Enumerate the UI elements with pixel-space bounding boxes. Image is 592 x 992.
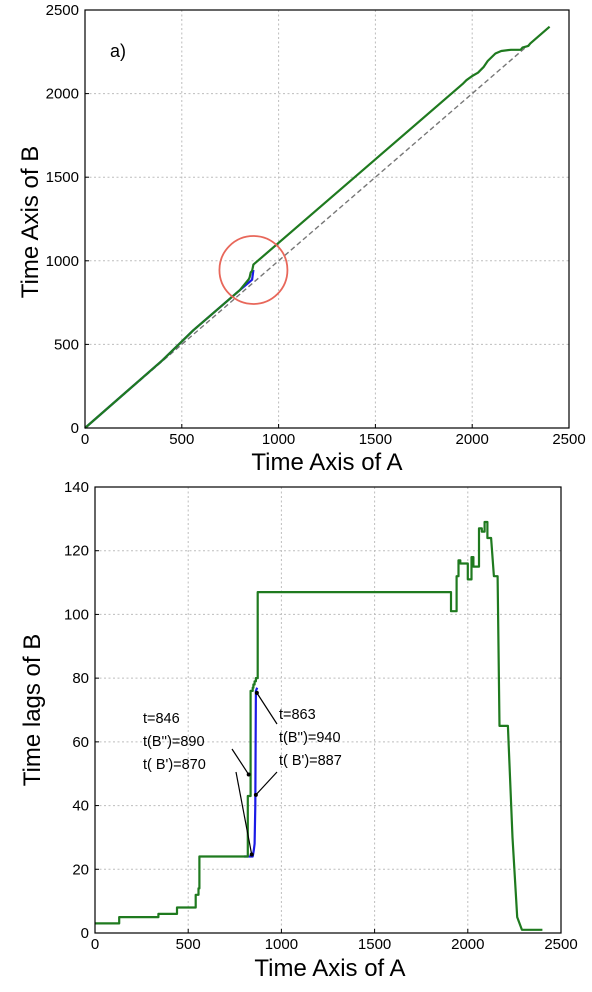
x-tick-label: 2000 — [456, 431, 489, 448]
highlight-circle — [218, 235, 289, 305]
bottom-x-axis-title: Time Axis of A — [254, 955, 405, 982]
annotation-arrow — [256, 692, 278, 725]
green-series-line — [84, 25, 551, 429]
y-tick-label: 0 — [81, 925, 89, 942]
top-panel-label: a) — [110, 41, 126, 61]
diagonal-series-line — [84, 26, 551, 429]
annotation-line: t(B'')=940 — [279, 730, 341, 746]
x-tick-label: 2500 — [552, 431, 585, 448]
top-tick-labels: 0 500 1000 1500 2000 2500 0 500 1000 1500 2000 2500 — [46, 2, 586, 448]
y-tick-label: 80 — [72, 670, 89, 687]
bottom-annotations: t=846 t(B'')=890 t( B')=870 t=863 t(B'')=940… — [143, 690, 342, 857]
top-gridlines — [85, 10, 569, 428]
top-series-group — [84, 25, 551, 429]
y-tick-label: 60 — [72, 734, 89, 751]
x-tick-label: 2000 — [451, 936, 484, 953]
annotation-line: t=863 — [279, 707, 316, 723]
annotation-arrowhead — [253, 792, 258, 797]
y-tick-label: 1500 — [46, 169, 79, 186]
y-tick-label: 20 — [72, 861, 89, 878]
annotation-arrow — [235, 771, 253, 855]
green-series-line — [95, 520, 543, 931]
y-tick-label: 120 — [64, 543, 89, 560]
x-tick-label: 1000 — [262, 431, 295, 448]
annotation-arrowhead — [254, 690, 259, 695]
bottom-panel: 0 500 1000 1500 2000 2500 0 20 40 60 80 100 120 140 t… — [19, 479, 578, 982]
bottom-plot-frame — [94, 486, 562, 934]
y-tick-label: 0 — [71, 420, 79, 437]
top-y-axis-title: Time Axis of B — [17, 146, 44, 298]
annotation-line: t=846 — [143, 711, 180, 727]
y-tick-label: 2000 — [46, 86, 79, 103]
annotation-line: t( B')=870 — [143, 757, 206, 773]
bottom-y-axis-title: Time lags of B — [19, 634, 46, 787]
y-tick-label: 40 — [72, 798, 89, 815]
x-tick-label: 500 — [176, 936, 201, 953]
x-tick-label: 1000 — [265, 936, 298, 953]
top-panel: 0 500 1000 1500 2000 2500 0 500 1000 1500 2000 2500… — [17, 2, 586, 476]
annotation-arrow — [231, 748, 250, 775]
y-tick-label: 2500 — [46, 2, 79, 19]
x-tick-label: 1500 — [358, 936, 391, 953]
annotation-arrow — [255, 771, 278, 796]
x-tick-label: 500 — [169, 431, 194, 448]
y-tick-label: 100 — [64, 606, 89, 623]
y-tick-label: 140 — [64, 479, 89, 496]
x-tick-label: 0 — [91, 936, 99, 953]
y-tick-label: 1000 — [46, 253, 79, 270]
x-tick-label: 2500 — [544, 936, 577, 953]
x-tick-label: 1500 — [359, 431, 392, 448]
top-plot-frame — [84, 9, 570, 429]
annotation-arrowhead — [249, 852, 254, 857]
annotation-arrowhead — [246, 772, 251, 777]
annotation-line: t( B')=887 — [279, 753, 342, 769]
x-tick-label: 0 — [81, 431, 89, 448]
bottom-tick-labels: 0 500 1000 1500 2000 2500 0 20 40 60 80 100 120 140 — [64, 479, 578, 953]
bottom-gridlines — [95, 487, 561, 933]
y-tick-label: 500 — [54, 336, 79, 353]
annotation-line: t(B'')=890 — [143, 734, 205, 750]
top-x-axis-title: Time Axis of A — [251, 449, 402, 476]
